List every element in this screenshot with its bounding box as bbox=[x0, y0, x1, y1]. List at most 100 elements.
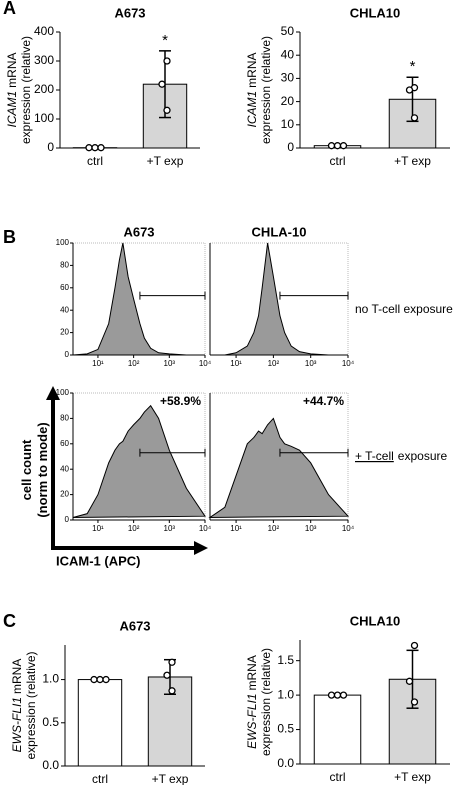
y-tick-label: 50 bbox=[281, 24, 295, 38]
y-tick-label: 80 bbox=[60, 414, 69, 423]
y-axis-label-gene: EWS-FLI1 bbox=[10, 697, 24, 752]
gate-label: +58.9% bbox=[160, 394, 201, 408]
y-axis-label-line: (norm to mode) bbox=[35, 422, 50, 517]
x-tick-label: 10⁴ bbox=[342, 524, 355, 533]
y-tick-label: 100 bbox=[56, 388, 70, 397]
data-point bbox=[327, 691, 336, 699]
y-axis-label: EWS-FLI1 mRNAexpression (relative) bbox=[10, 651, 38, 759]
y-axis-label-part: expression (relative) bbox=[24, 651, 38, 759]
y-axis-label: cell count(norm to mode) bbox=[19, 422, 50, 517]
row-label-part: exposure bbox=[398, 449, 448, 463]
chart-title: CHLA10 bbox=[350, 613, 401, 628]
y-tick-label: 100 bbox=[34, 111, 54, 125]
gate-label: +44.7% bbox=[303, 394, 344, 408]
y-axis-label-gene: ICAM1 bbox=[5, 91, 19, 128]
histogram-area bbox=[72, 242, 205, 356]
bar bbox=[77, 679, 123, 767]
y-tick-label: 20 bbox=[60, 328, 69, 337]
data-point bbox=[168, 658, 176, 666]
x-tick-label: 10¹ bbox=[230, 359, 242, 368]
data-point bbox=[339, 142, 348, 150]
x-tick-label: ctrl bbox=[330, 770, 346, 784]
y-tick-label: 40 bbox=[60, 305, 69, 314]
data-point bbox=[333, 142, 342, 150]
y-axis-label-part: expression (relative) bbox=[259, 648, 273, 756]
row-label-part: + T-cell bbox=[355, 449, 394, 463]
x-tick-label: +T exp bbox=[394, 154, 431, 168]
data-point bbox=[410, 114, 419, 122]
x-tick-label: 10⁴ bbox=[199, 359, 212, 368]
x-tick-label: 10³ bbox=[164, 524, 176, 533]
y-tick-label: 0.0 bbox=[277, 756, 294, 770]
y-tick-label: 40 bbox=[60, 464, 69, 473]
x-tick-label: 10² bbox=[268, 524, 280, 533]
x-tick-label: 10⁴ bbox=[342, 359, 355, 368]
data-point bbox=[158, 80, 166, 88]
y-tick-label: 0.5 bbox=[42, 715, 59, 729]
x-tick-label: ctrl bbox=[87, 154, 103, 168]
arrow-head bbox=[194, 541, 208, 555]
chart-title: A673 bbox=[114, 5, 145, 20]
y-axis-label-part: mRNA bbox=[245, 52, 259, 87]
row-label: + T-cell exposure bbox=[355, 449, 447, 463]
y-tick-label: 0.5 bbox=[277, 722, 294, 736]
y-tick-label: 60 bbox=[60, 439, 69, 448]
data-point bbox=[102, 675, 110, 684]
data-point bbox=[90, 675, 98, 684]
data-point bbox=[163, 671, 171, 679]
x-axis-label: ICAM-1 (APC) bbox=[56, 553, 141, 568]
y-tick-label: 60 bbox=[60, 283, 69, 292]
y-tick-label: 0 bbox=[47, 140, 54, 154]
y-axis-label: ICAM1 mRNAexpression (relative) bbox=[5, 36, 33, 144]
x-tick-label: +T exp bbox=[147, 154, 184, 168]
x-tick-label: 10³ bbox=[164, 359, 176, 368]
chart-title: CHLA-10 bbox=[252, 224, 307, 239]
x-tick-label: +T exp bbox=[394, 770, 431, 784]
data-point bbox=[96, 675, 104, 684]
data-point bbox=[91, 144, 99, 152]
row-label: no T-cell exposure bbox=[355, 302, 453, 316]
y-tick-label: 0 bbox=[287, 140, 294, 154]
y-tick-label: 20 bbox=[60, 490, 69, 499]
y-axis-label-part: mRNA bbox=[245, 655, 259, 690]
x-tick-label: 10³ bbox=[305, 524, 317, 533]
histogram-area bbox=[208, 417, 350, 518]
histogram-area bbox=[72, 404, 206, 518]
data-point bbox=[405, 86, 414, 94]
y-tick-label: 400 bbox=[34, 24, 54, 38]
bar bbox=[313, 694, 362, 765]
arrow-head bbox=[46, 386, 60, 400]
y-tick-label: 0 bbox=[65, 515, 70, 524]
x-tick-label: ctrl bbox=[330, 154, 346, 168]
y-axis-label: ICAM1 mRNAexpression (relative) bbox=[245, 36, 273, 144]
y-tick-label: 10 bbox=[281, 117, 295, 131]
chart-title: CHLA10 bbox=[350, 5, 401, 20]
chart-title: A673 bbox=[119, 618, 150, 633]
data-point bbox=[97, 144, 105, 152]
y-tick-label: 1.5 bbox=[277, 653, 294, 667]
data-point bbox=[168, 687, 176, 695]
y-axis-label-line: cell count bbox=[19, 439, 34, 500]
panel-label: A bbox=[3, 0, 16, 18]
data-point bbox=[163, 106, 171, 114]
y-tick-label: 80 bbox=[60, 261, 69, 270]
significance-mark: * bbox=[162, 32, 168, 49]
x-tick-label: 10² bbox=[128, 524, 140, 533]
y-tick-label: 300 bbox=[34, 53, 54, 67]
x-tick-label: ctrl bbox=[92, 772, 108, 785]
data-point bbox=[339, 691, 348, 699]
data-point bbox=[327, 142, 336, 150]
x-tick-label: 10¹ bbox=[92, 359, 104, 368]
panel-label: B bbox=[3, 227, 16, 247]
x-tick-label: 10¹ bbox=[92, 524, 104, 533]
data-point bbox=[410, 698, 419, 706]
histogram-area bbox=[210, 242, 348, 356]
y-axis-label: EWS-FLI1 mRNAexpression (relative) bbox=[245, 648, 273, 756]
x-tick-label: 10³ bbox=[305, 359, 317, 368]
y-axis-label-gene: ICAM1 bbox=[245, 91, 259, 128]
y-axis-label-part: expression (relative) bbox=[19, 36, 33, 144]
y-axis-label-part: expression (relative) bbox=[259, 36, 273, 144]
data-point bbox=[410, 641, 419, 650]
x-tick-label: 10² bbox=[268, 359, 280, 368]
